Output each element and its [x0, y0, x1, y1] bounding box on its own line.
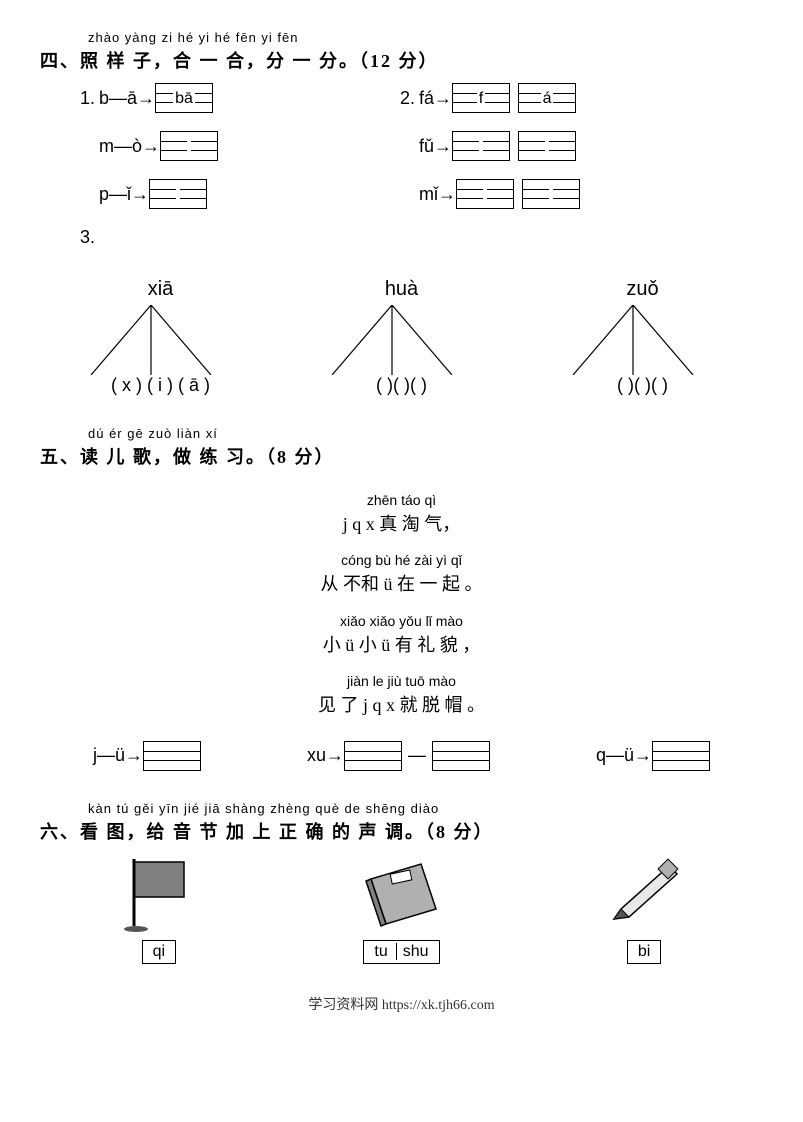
branch-bottom: ( x ) ( i ) ( ā ): [71, 375, 251, 396]
answer-box[interactable]: [160, 131, 218, 161]
combo-expr: xu→: [307, 745, 344, 766]
section5-pinyin: dú ér gē zuò liàn xí: [88, 426, 763, 441]
branch-bottom: ( )( )( ): [553, 375, 733, 396]
answer-box[interactable]: [452, 131, 510, 161]
branch-lines-icon: [71, 305, 231, 375]
caption-text: qi: [153, 943, 165, 960]
branch-bottom: ( )( )( ): [312, 375, 492, 396]
answer-box[interactable]: [518, 131, 576, 161]
answer-box[interactable]: [344, 741, 402, 771]
answer-box[interactable]: á: [518, 83, 576, 113]
answer-box[interactable]: bā: [155, 83, 213, 113]
branch-top: huà: [312, 278, 492, 301]
answer-box[interactable]: [432, 741, 490, 771]
q3-num: 3.: [80, 227, 95, 247]
section4-pinyin: zhào yàng zi hé yi hé fēn yi fēn: [88, 30, 763, 45]
q2c-expr: mǐ→: [419, 184, 456, 205]
q1-num: 1.: [80, 88, 95, 109]
poem-line: 见 了 j q x 就 脱 帽 。: [40, 690, 763, 721]
pen-icon: [599, 854, 689, 934]
section5-title: 五、读 儿 歌，做 练 习。（8 分）: [40, 443, 763, 469]
poem-line: 从 不和 ü 在 一 起 。: [40, 569, 763, 600]
branch-top: xiā: [71, 278, 251, 301]
answer-box[interactable]: [652, 741, 710, 771]
branch-diagram: xiā ( x ) ( i ) ( ā ) huà ( )( )( ) zuǒ …: [40, 278, 763, 396]
answer-box[interactable]: [456, 179, 514, 209]
book-icon: [351, 854, 451, 934]
caption-box[interactable]: qi: [142, 940, 176, 964]
q2-num: 2.: [400, 88, 415, 109]
combo-expr: q—ü→: [596, 745, 652, 766]
section6-title: 六、看 图，给 音 节 加 上 正 确 的 声 调。（8 分）: [40, 818, 763, 844]
answer-box[interactable]: [149, 179, 207, 209]
poem: zhēn táo qì j q x 真 淘 气， cóng bù hé zài …: [40, 489, 763, 721]
answer-box[interactable]: [143, 741, 201, 771]
q1c-expr: p—ǐ→: [99, 184, 149, 205]
section6-pinyin: kàn tú gěi yīn jié jiā shàng zhèng què d…: [88, 801, 763, 816]
footer-link: 学习资料网 https://xk.tjh66.com: [40, 994, 763, 1014]
q1b-expr: m—ò→: [99, 136, 160, 157]
branch-top: zuǒ: [553, 278, 733, 301]
caption-text: shu: [403, 943, 429, 960]
caption-text: bi: [638, 943, 650, 960]
flag-icon: [114, 854, 204, 934]
answer-box[interactable]: [522, 179, 580, 209]
q2-expr: fá→: [419, 88, 452, 109]
q1-expr: b—ā→: [99, 88, 155, 109]
caption-box[interactable]: bi: [627, 940, 661, 964]
branch-lines-icon: [553, 305, 713, 375]
answer-box[interactable]: f: [452, 83, 510, 113]
caption-text: tu: [374, 943, 396, 960]
poem-line: j q x 真 淘 气，: [40, 509, 763, 540]
poem-line: 小 ü 小 ü 有 礼 貌 ，: [40, 630, 763, 661]
q2b-expr: fǔ→: [419, 136, 452, 157]
caption-box[interactable]: tushu: [363, 940, 439, 964]
section4-title: 四、照 样 子，合 一 合，分 一 分。（12 分）: [40, 47, 763, 73]
combo-expr: j—ü→: [93, 745, 143, 766]
branch-lines-icon: [312, 305, 472, 375]
